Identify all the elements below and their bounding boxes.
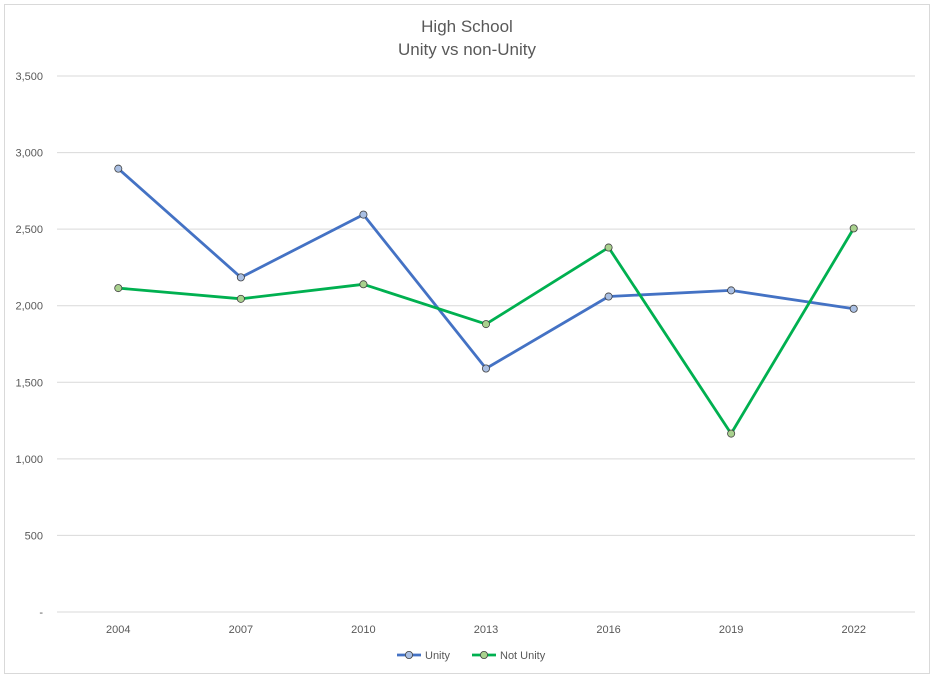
data-point-0-3 — [481, 364, 490, 373]
data-point-1-1 — [236, 294, 245, 303]
chart-frame — [4, 4, 930, 674]
data-point-0-2 — [359, 210, 368, 219]
y-tick-label: 2,500 — [15, 224, 43, 236]
y-tick-label: 3,500 — [15, 71, 43, 83]
data-point-1-3 — [481, 320, 490, 329]
x-axis-ticks: 2004 2007 2010 2013 2016 2019 2022 — [106, 624, 866, 636]
legend-marker-1 — [479, 651, 488, 660]
gridlines — [57, 75, 915, 613]
y-axis-ticks: - 500 1,000 1,500 2,000 2,500 3,000 3,500 — [15, 71, 43, 619]
x-tick-label: 2007 — [229, 624, 253, 636]
x-tick-label: 2010 — [351, 624, 375, 636]
data-point-0-4 — [604, 292, 613, 301]
chart-title-line-1: High School — [421, 17, 513, 36]
data-point-1-2 — [359, 280, 368, 289]
data-point-1-4 — [604, 243, 613, 252]
chart-title-line-2: Unity vs non-Unity — [398, 40, 536, 59]
data-point-0-0 — [114, 164, 123, 173]
y-tick-label: 1,500 — [15, 377, 43, 389]
data-point-1-5 — [727, 429, 736, 438]
x-tick-label: 2019 — [719, 624, 743, 636]
data-point-1-6 — [849, 224, 858, 233]
x-tick-label: 2016 — [596, 624, 620, 636]
legend-marker-0 — [404, 651, 413, 660]
legend-label-0: Unity — [425, 650, 451, 662]
data-point-1-0 — [114, 284, 123, 293]
x-tick-label: 2013 — [474, 624, 498, 636]
data-point-0-5 — [727, 286, 736, 295]
legend: Unity Not Unity — [397, 650, 546, 662]
data-point-0-1 — [236, 273, 245, 282]
legend-label-1: Not Unity — [500, 650, 546, 662]
series-line-0 — [116, 167, 856, 370]
data-point-0-6 — [849, 304, 858, 313]
y-tick-label: 1,000 — [15, 454, 43, 466]
y-tick-label: - — [39, 607, 43, 619]
y-tick-label: 2,000 — [15, 301, 43, 313]
series-markers — [114, 164, 858, 438]
y-tick-label: 3,000 — [15, 148, 43, 160]
y-tick-label: 500 — [25, 530, 43, 542]
series-line-1 — [116, 226, 856, 436]
x-tick-label: 2022 — [841, 624, 865, 636]
series-lines — [116, 167, 856, 436]
x-tick-label: 2004 — [106, 624, 130, 636]
